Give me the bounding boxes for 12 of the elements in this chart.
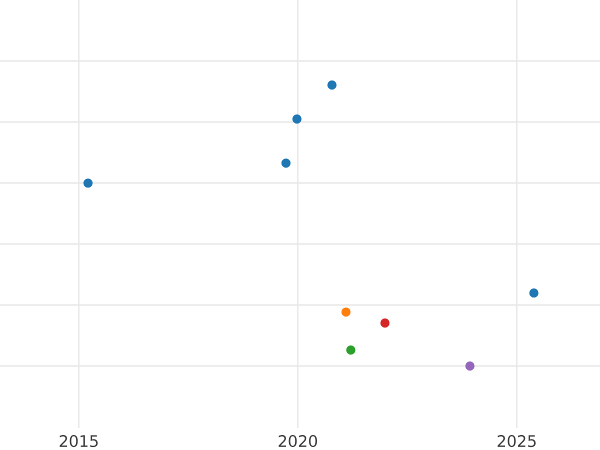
x-tick-label: 2020 [278, 435, 318, 448]
x-tick-label: 2025 [498, 435, 536, 448]
point [281, 158, 291, 168]
x-tick-label: 2015 [60, 435, 98, 448]
point [465, 361, 475, 371]
point [83, 178, 93, 188]
point [327, 80, 337, 90]
point [292, 114, 302, 124]
point [346, 345, 356, 355]
point [341, 307, 351, 317]
point [529, 288, 538, 298]
point [380, 318, 390, 328]
